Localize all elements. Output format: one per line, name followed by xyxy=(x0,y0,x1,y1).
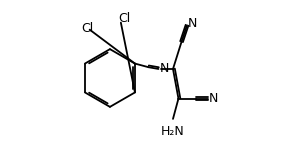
Text: N: N xyxy=(160,62,169,76)
Text: N: N xyxy=(209,92,218,105)
Text: Cl: Cl xyxy=(119,12,131,25)
Text: N: N xyxy=(188,17,197,30)
Text: H₂N: H₂N xyxy=(161,125,185,138)
Text: Cl: Cl xyxy=(81,22,93,35)
